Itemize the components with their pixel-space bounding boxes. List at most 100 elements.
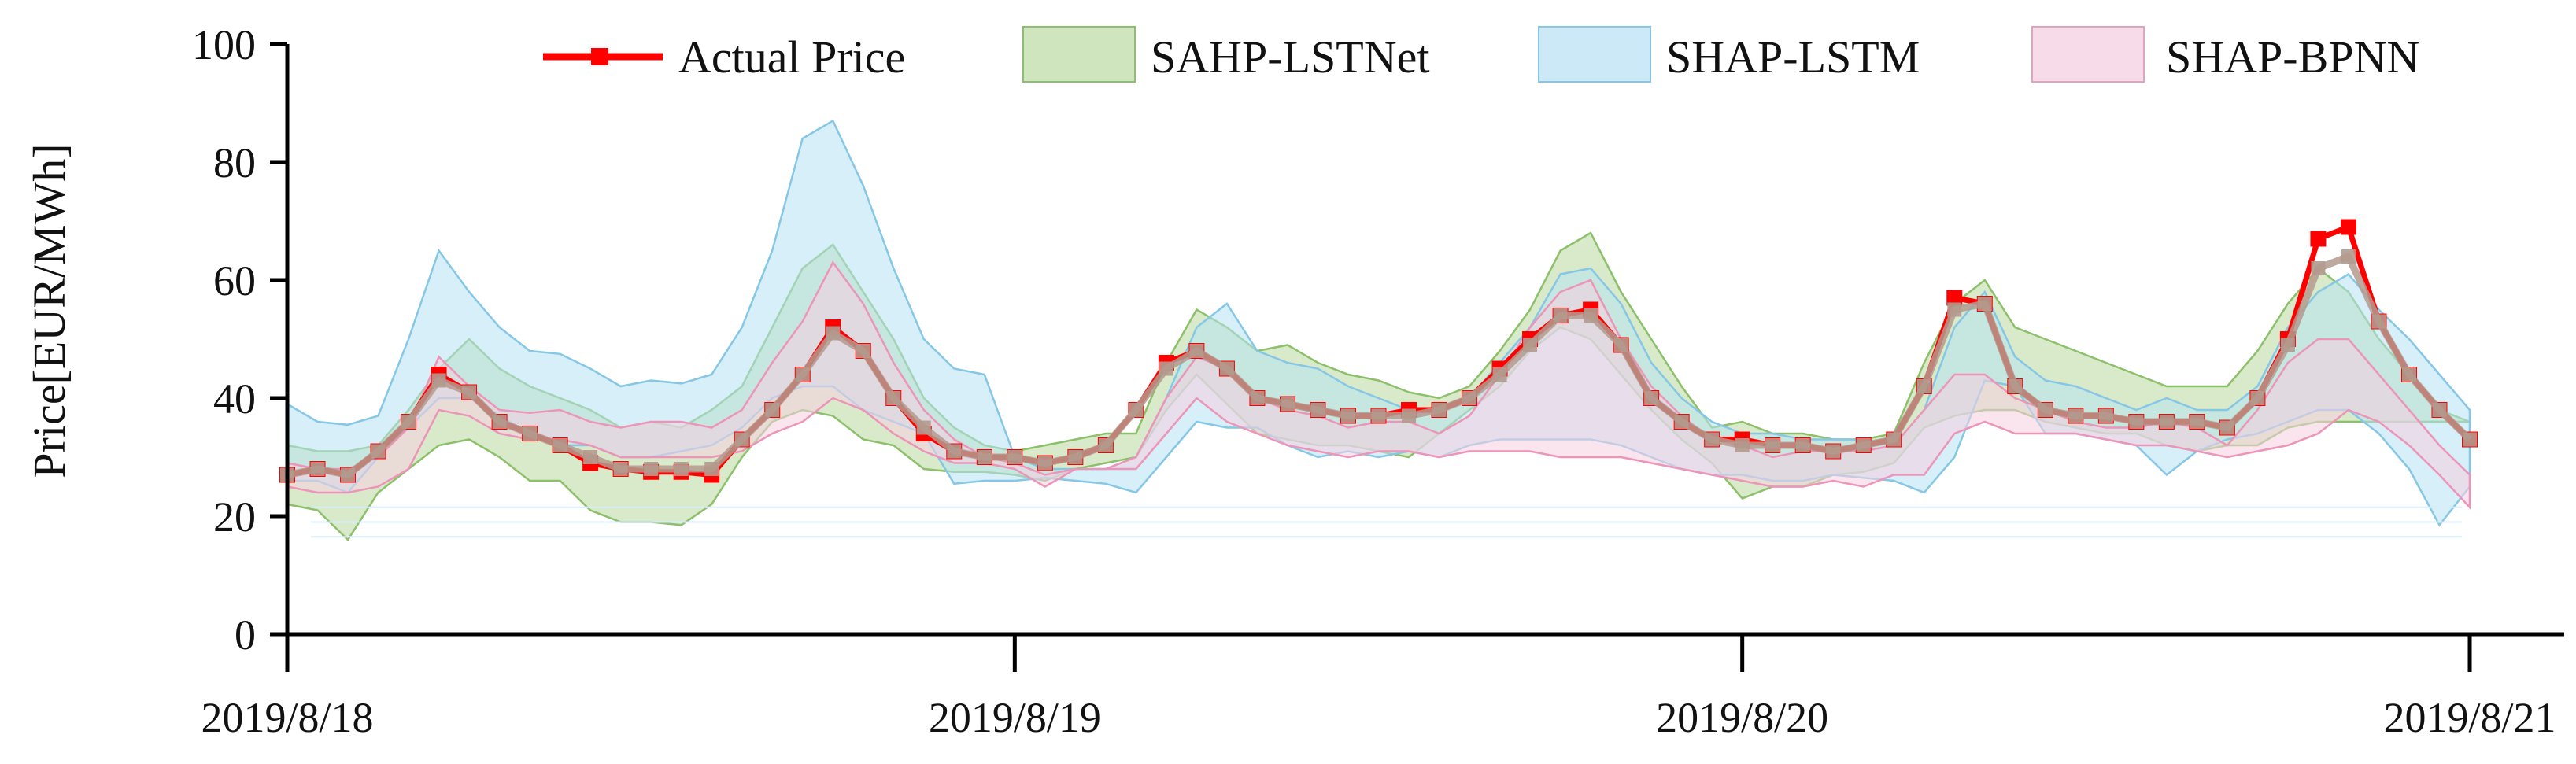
predicted-point bbox=[2008, 379, 2023, 393]
predicted-point bbox=[856, 344, 870, 358]
legend-item-sahp-lstnet: SAHP-LSTNet bbox=[1022, 26, 1429, 83]
y-axis-title: Price[EUR/MWh] bbox=[24, 143, 75, 478]
predicted-point bbox=[1189, 344, 1204, 358]
actual-price-point bbox=[2310, 231, 2327, 247]
predicted-point bbox=[674, 462, 689, 476]
predicted-point bbox=[1856, 438, 1871, 452]
predicted-point bbox=[1523, 338, 1538, 352]
predicted-point bbox=[2311, 261, 2326, 275]
legend-item-shap-lstm: SHAP-LSTM bbox=[1538, 26, 1920, 83]
predicted-point bbox=[1795, 438, 1810, 452]
predicted-point bbox=[2250, 391, 2265, 405]
predicted-point bbox=[1584, 308, 1598, 323]
predicted-point bbox=[2280, 338, 2295, 352]
predicted-point bbox=[1037, 456, 1052, 471]
predicted-point bbox=[1219, 361, 1234, 376]
predicted-point bbox=[1553, 308, 1568, 323]
predicted-point bbox=[2371, 314, 2386, 329]
predicted-point bbox=[1432, 403, 1447, 417]
predicted-point bbox=[1159, 361, 1173, 376]
predicted-point bbox=[492, 415, 507, 429]
predicted-point bbox=[1129, 403, 1144, 417]
predicted-point bbox=[1887, 432, 1902, 447]
predicted-point bbox=[431, 373, 446, 388]
predicted-point bbox=[734, 432, 749, 447]
y-tick-label: 80 bbox=[213, 139, 256, 186]
predicted-point bbox=[2219, 420, 2234, 435]
predicted-point bbox=[523, 426, 538, 441]
price-lines bbox=[279, 219, 2478, 483]
predicted-point bbox=[2068, 408, 2083, 423]
predicted-point bbox=[2190, 415, 2205, 429]
predicted-point bbox=[1826, 444, 1841, 459]
legend-label-shap-lstm: SHAP-LSTM bbox=[1666, 31, 1920, 83]
predicted-point bbox=[1674, 415, 1689, 429]
y-tick-label: 40 bbox=[213, 375, 256, 423]
legend-swatch-sahp-lstnet bbox=[1022, 26, 1136, 83]
predicted-point bbox=[553, 438, 567, 452]
x-tick-label: 2019/8/20 bbox=[1656, 694, 1828, 741]
predicted-point bbox=[2098, 408, 2113, 423]
predicted-point bbox=[704, 462, 719, 476]
predicted-point bbox=[1007, 450, 1022, 464]
predicted-point bbox=[1098, 438, 1113, 452]
y-tick-label: 100 bbox=[192, 21, 256, 68]
x-tick-label: 2019/8/19 bbox=[929, 694, 1101, 741]
predicted-point bbox=[2341, 249, 2356, 264]
predicted-point bbox=[1068, 450, 1083, 464]
y-tick-label: 20 bbox=[213, 493, 256, 541]
predicted-point bbox=[1735, 438, 1750, 452]
predicted-point bbox=[1705, 432, 1720, 447]
predicted-point bbox=[1340, 408, 1355, 423]
predicted-point bbox=[1644, 391, 1659, 405]
predicted-point bbox=[1462, 391, 1477, 405]
predicted-point bbox=[886, 391, 901, 405]
predicted-point bbox=[583, 450, 598, 464]
actual-price-point bbox=[1946, 290, 1963, 306]
predicted-point bbox=[795, 367, 810, 382]
predicted-point bbox=[2463, 432, 2477, 447]
predicted-point bbox=[613, 462, 628, 476]
axes: 0 20 40 60 80 100 2019/8/18 2019/8/19 2019/8/20 2… bbox=[192, 21, 2564, 741]
predicted-point bbox=[401, 415, 416, 429]
predicted-point bbox=[826, 326, 841, 341]
predicted-point bbox=[1310, 403, 1325, 417]
predicted-point bbox=[1613, 338, 1628, 352]
predicted-point bbox=[1947, 302, 1962, 317]
predicted-point bbox=[1250, 391, 1265, 405]
predicted-point bbox=[2432, 403, 2447, 417]
predicted-point bbox=[765, 403, 780, 417]
predicted-point bbox=[977, 450, 992, 464]
x-tick-label: 2019/8/18 bbox=[201, 694, 373, 741]
predicted-point bbox=[371, 444, 386, 459]
predicted-point bbox=[341, 467, 356, 482]
predicted-point bbox=[462, 385, 477, 400]
y-tick-label: 60 bbox=[213, 257, 256, 304]
forecast-bands bbox=[286, 119, 2471, 541]
predicted-point bbox=[1280, 397, 1295, 412]
predicted-point bbox=[1916, 379, 1931, 393]
legend-label-shap-bpnn: SHAP-BPNN bbox=[2166, 31, 2419, 83]
legend-item-shap-bpnn: SHAP-BPNN bbox=[2031, 26, 2419, 83]
legend: Actual Price SAHP-LSTNet SHAP-LSTM SHAP-… bbox=[543, 26, 2419, 83]
legend-swatch-shap-lstm bbox=[1538, 26, 1651, 83]
x-tick-label: 2019/8/21 bbox=[2383, 694, 2556, 741]
legend-label-sahp-lstnet: SAHP-LSTNet bbox=[1151, 31, 1429, 83]
predicted-point bbox=[2401, 367, 2416, 382]
predicted-point bbox=[310, 462, 325, 476]
predicted-point bbox=[2129, 415, 2144, 429]
predicted-point bbox=[2159, 415, 2174, 429]
legend-item-actual-price: Actual Price bbox=[543, 31, 905, 83]
predicted-point bbox=[644, 462, 659, 476]
faint-gridlines bbox=[311, 506, 2462, 538]
predicted-point bbox=[1765, 438, 1780, 452]
predicted-point bbox=[947, 444, 962, 459]
actual-price-point bbox=[2340, 219, 2356, 235]
predicted-point bbox=[916, 420, 931, 435]
legend-label-actual-price: Actual Price bbox=[678, 31, 905, 83]
predicted-point bbox=[1402, 408, 1417, 423]
predicted-point bbox=[1492, 367, 1507, 382]
predicted-point bbox=[1977, 297, 1992, 311]
predicted-point bbox=[1371, 408, 1386, 423]
